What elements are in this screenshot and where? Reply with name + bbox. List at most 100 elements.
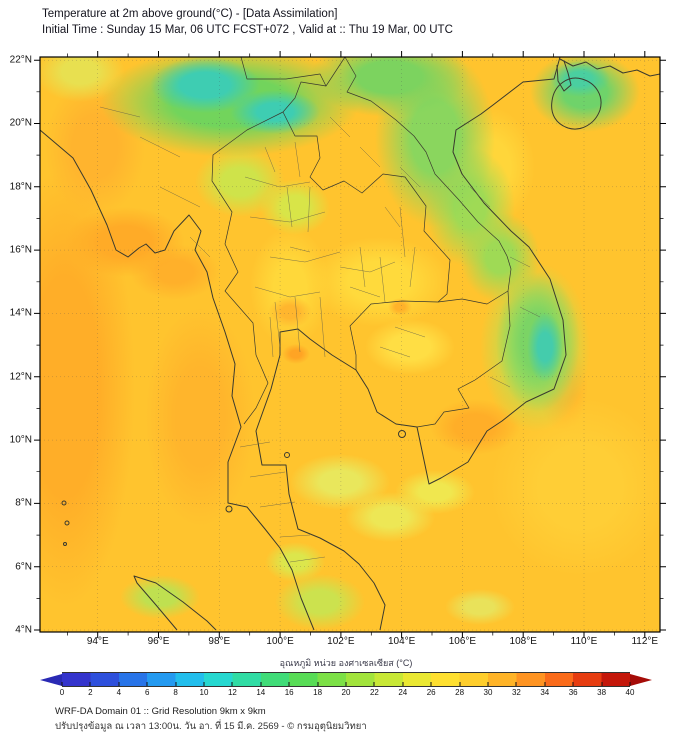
map-overlay [34,51,666,638]
border-vietnam-cambodia [416,290,511,428]
colorbar-tick-label: 20 [341,688,351,697]
grid-lines [40,57,660,632]
x-tick-label: 102°E [327,636,355,647]
footer-update-info: ปรับปรุงข้อมูล ณ เวลา 13:00น. วัน อา. ที… [55,721,367,732]
y-tick-label: 16°N [9,244,32,256]
colorbar-tick-label: 32 [511,688,521,697]
coastline-south-china [559,58,661,77]
map-subtitle: Initial Time : Sunday 15 Mar, 06 UTC FCS… [42,24,453,36]
colorbar-tick-label: 38 [597,688,607,697]
colorbar-tick-label: 14 [256,688,266,697]
colorbar-tick-label: 6 [144,688,150,697]
colorbar-tick [260,682,262,686]
x-tick-label: 100°E [266,636,294,647]
map-plot: 94°E 96°E 98°E 100°E 102°E 104°E 106°E 108°E 110… [10,51,666,647]
coastlines [39,56,661,631]
colorbar-tick [515,682,517,686]
border-thailand-laos-cambodia [282,111,451,370]
x-tick-label: 108°E [509,636,537,647]
axis-ticks [34,51,666,638]
gridlines [40,57,660,632]
y-tick-label: 10°N [9,434,32,446]
nicobar-island-2 [63,542,67,546]
colorbar-tick [544,682,546,686]
x-tick-label: 98°E [208,636,231,647]
colorbar-tick [288,682,290,686]
border-china-myanmar-laos [240,56,346,87]
colorbar-tick [61,682,63,686]
colorbar-tick-label: 40 [625,688,635,697]
x-tick-label: 106°E [448,636,477,647]
colorbar-tick [629,682,631,686]
colorbar-tick [373,682,375,686]
colorbar-tick [487,682,489,686]
x-tick-label: 110°E [570,636,598,647]
nicobar-island [64,520,70,526]
coastline-gulf-vietnam-tonkin [255,56,567,631]
colorbar-tick [146,682,148,686]
colorbar-tick [572,682,574,686]
colorbar-tick-label: 10 [199,688,209,697]
colorbar-tick-label: 22 [369,688,379,697]
colorbar-tick [175,682,177,686]
colorbar: อุณหภูมิ หน่วย องศาเซลเซียส (°C) 0 2 4 6 8 10… [40,656,652,700]
x-tick-label: 104°E [387,636,416,647]
andaman-island [61,500,67,506]
x-tick-label: 112°E [631,636,659,647]
coastline-west-myanmar-malaysia [39,129,315,631]
x-tick-label: 94°E [86,636,109,647]
footer-domain-info: WRF-DA Domain 01 :: Grid Resolution 9km … [55,706,266,717]
minor-ticks [36,53,664,636]
colorbar-tick [118,682,120,686]
colorbar-tick [231,682,233,686]
y-axis-labels: 22°N 20°N 18°N 16°N 14°N 12°N 10°N 8°N 6°N 4°N [0,54,36,636]
y-tick-label: 8°N [15,497,32,509]
colorbar-tick-labels: 0 2 4 6 8 10 12 14 16 18 20 22 24 26 28 30 32 34 36 38 40 [59,682,634,700]
colorbar-tick-label: 4 [116,688,122,697]
footer: WRF-DA Domain 01 :: Grid Resolution 9km … [55,704,367,734]
colorbar-tick [203,682,205,686]
colorbar-tick-label: 2 [88,688,93,697]
colorbar-label: อุณหภูมิ หน่วย องศาเซลเซียส (°C) [279,658,413,668]
colorbar-tick [345,682,347,686]
colorbar-tick-label: 0 [59,688,65,697]
x-axis-labels: 94°E 96°E 98°E 100°E 102°E 104°E 106°E 108°E 110… [40,636,660,650]
y-tick-label: 20°N [9,117,32,129]
colorbar-under-arrow [40,673,62,686]
colorbar-tick-label: 26 [426,688,436,697]
colorbar-tick-label: 34 [540,688,550,697]
y-tick-label: 4°N [15,624,32,636]
border-laos-cambodia [437,290,509,305]
coastline-sumatra [133,575,217,631]
colorbar-tick-label: 28 [455,688,465,697]
colorbar-tick-label: 12 [227,688,237,697]
major-ticks [34,51,666,638]
colorbar-tick [89,682,91,686]
y-tick-label: 12°N [9,371,32,383]
border-myanmar-thailand [211,111,284,425]
border-laos-vietnam [344,56,512,292]
coastline-hainan-island [551,77,602,130]
colorbar-tick [402,682,404,686]
x-tick-label: 96°E [147,636,170,647]
colorbar-tick [317,682,319,686]
colorbar-tick-label: 18 [313,688,323,697]
phu-quoc-island [398,430,406,438]
map-title: Temperature at 2m above ground(°C) - [Da… [42,8,338,20]
colorbar-over-arrow [630,673,652,686]
temperature-field [40,57,660,632]
border-myanmar-laos [282,81,327,113]
colorbar-tick [601,682,603,686]
country-borders [211,56,512,428]
y-tick-label: 6°N [15,561,32,573]
colorbar-tick-label: 8 [173,688,178,697]
samui-island [284,452,290,458]
colorbar-tick [430,682,432,686]
colorbar-tick-label: 16 [284,688,294,697]
y-tick-label: 14°N [9,307,32,319]
y-tick-label: 18°N [9,181,32,193]
y-tick-label: 22°N [9,54,32,66]
plot-frame [39,56,661,633]
header: Temperature at 2m above ground(°C) - [Da… [42,6,453,38]
